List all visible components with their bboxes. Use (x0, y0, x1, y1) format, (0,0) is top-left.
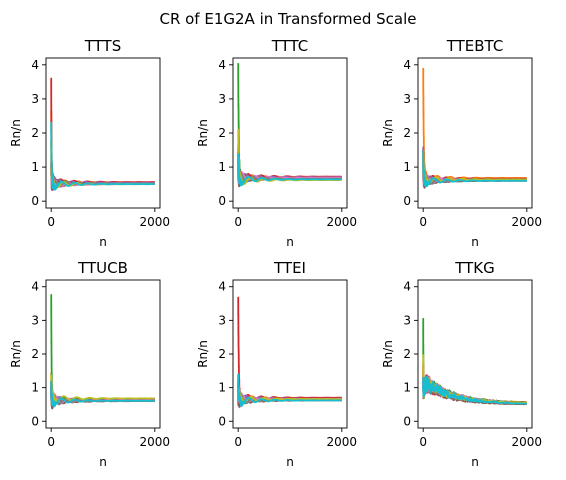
subplot-ttucb: 0 1 2 3 4 0 2000 TTUCB n Rn/n (9, 259, 170, 469)
subplot-ttei: 0 1 2 3 4 0 2000 TTEI n Rn/n (196, 259, 357, 469)
series-line-3 (237, 63, 342, 184)
y-tick-label: 4 (218, 280, 226, 294)
series-line-10 (422, 376, 527, 405)
y-tick-label: 2 (403, 347, 411, 361)
x-tick-label: 2000 (327, 215, 358, 229)
y-tick-label: 4 (403, 58, 411, 72)
x-tick-label: 2000 (140, 435, 171, 449)
subplot-tttc: 0 1 2 3 4 0 2000 TTTC n Rn/n (196, 37, 357, 249)
series-group (50, 77, 155, 192)
series-line-4 (422, 364, 527, 404)
y-tick-label: 2 (31, 126, 39, 140)
x-tick-label: 2000 (512, 215, 543, 229)
x-tick-label: 2000 (140, 215, 171, 229)
series-line-10 (50, 380, 155, 408)
x-tick-label: 0 (234, 435, 242, 449)
y-tick-label: 2 (218, 347, 226, 361)
y-axis-label: Rn/n (381, 340, 395, 368)
y-tick-label: 0 (218, 414, 226, 428)
series-line-9 (422, 151, 527, 185)
series-line-5 (237, 383, 342, 409)
subplot-ttebtc: 0 1 2 3 4 0 2000 TTEBTC n Rn/n (381, 37, 542, 249)
subplot-title: TTTS (84, 37, 121, 55)
x-tick-label: 0 (234, 215, 242, 229)
y-axis-label: Rn/n (381, 119, 395, 147)
x-axis-label: n (471, 235, 479, 249)
y-tick-label: 2 (403, 126, 411, 140)
y-tick-label: 0 (403, 194, 411, 208)
series-line-1 (50, 119, 155, 188)
figure-suptitle: CR of E1G2A in Transformed Scale (159, 10, 416, 28)
series-line-10 (237, 373, 342, 408)
series-line-10 (50, 121, 155, 191)
y-axis-label: Rn/n (9, 119, 23, 147)
x-tick-label: 0 (47, 435, 55, 449)
y-tick-label: 2 (218, 126, 226, 140)
x-axis-label: n (286, 455, 294, 469)
y-axis-label: Rn/n (9, 340, 23, 368)
y-tick-label: 4 (31, 58, 39, 72)
axes-frame (232, 57, 348, 209)
x-tick-label: 2000 (512, 435, 543, 449)
series-group (237, 63, 342, 188)
series-line-3 (50, 294, 155, 405)
subplot-title: TTEBTC (446, 37, 504, 55)
y-tick-label: 3 (218, 313, 226, 327)
y-tick-label: 4 (218, 58, 226, 72)
y-tick-label: 1 (218, 381, 226, 395)
series-group (50, 294, 155, 410)
y-tick-label: 0 (403, 414, 411, 428)
x-axis-label: n (471, 455, 479, 469)
subplot-ttkg: 0 1 2 3 4 0 2000 TTKG n Rn/n (381, 259, 542, 469)
x-axis-label: n (99, 235, 107, 249)
y-tick-label: 3 (218, 92, 226, 106)
series-group (237, 296, 342, 409)
y-tick-label: 1 (218, 160, 226, 174)
y-tick-label: 3 (31, 313, 39, 327)
series-line-2 (50, 110, 155, 187)
y-axis-label: Rn/n (196, 340, 210, 368)
y-tick-label: 0 (218, 194, 226, 208)
subplot-title: TTKG (454, 259, 495, 277)
series-line-10 (237, 153, 342, 187)
y-tick-label: 3 (403, 92, 411, 106)
x-tick-label: 0 (419, 435, 427, 449)
series-line-2 (422, 361, 527, 404)
series-line-10 (422, 150, 527, 188)
x-tick-label: 0 (419, 215, 427, 229)
y-tick-label: 1 (31, 160, 39, 174)
subplot-title: TTEI (273, 259, 306, 277)
y-tick-label: 4 (31, 280, 39, 294)
y-tick-label: 1 (31, 381, 39, 395)
series-line-9 (50, 374, 155, 404)
x-axis-label: n (99, 455, 107, 469)
y-tick-label: 3 (403, 313, 411, 327)
y-tick-label: 0 (31, 414, 39, 428)
y-tick-label: 0 (31, 194, 39, 208)
subplot-title: TTUCB (77, 259, 128, 277)
y-axis-label: Rn/n (196, 119, 210, 147)
series-group (422, 317, 528, 406)
series-line-4 (237, 296, 342, 405)
x-tick-label: 0 (47, 215, 55, 229)
subplot-ttts: 0 1 2 3 4 0 2000 TTTS n Rn/n (9, 37, 170, 249)
series-line-4 (50, 77, 155, 189)
series-line-2 (422, 67, 527, 183)
subplot-title: TTTC (271, 37, 309, 55)
axes-frame (232, 279, 348, 429)
x-axis-label: n (286, 235, 294, 249)
y-tick-label: 1 (403, 160, 411, 174)
series-group (422, 67, 527, 189)
series-line-9 (237, 376, 342, 404)
y-tick-label: 1 (403, 381, 411, 395)
y-tick-label: 2 (31, 347, 39, 361)
y-tick-label: 4 (403, 280, 411, 294)
axes-frame (417, 57, 533, 209)
axes-frame (417, 279, 533, 429)
x-tick-label: 2000 (327, 435, 358, 449)
axes-frame (45, 279, 161, 429)
y-tick-label: 3 (31, 92, 39, 106)
